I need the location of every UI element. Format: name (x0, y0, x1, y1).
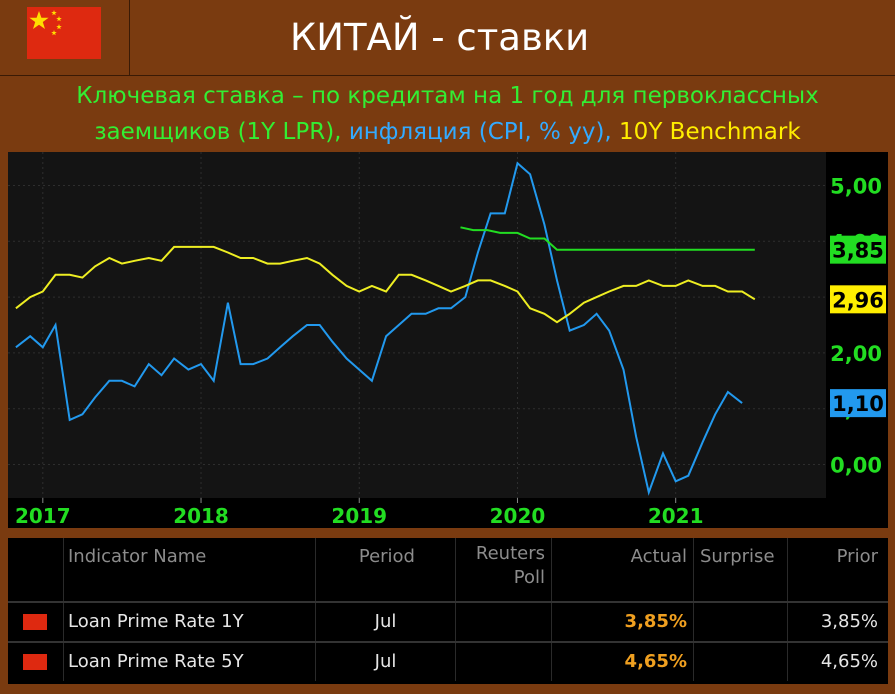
end-label-text: 3,85 (832, 239, 884, 263)
series-line-bond (15, 245, 756, 324)
header-indicator[interactable]: Indicator Name (64, 538, 316, 601)
header-actual[interactable]: Actual (552, 538, 694, 601)
indicator-table: Indicator Name Period Reuters Poll Actua… (8, 538, 888, 684)
header-poll[interactable]: Reuters Poll (456, 538, 552, 601)
row-poll (456, 643, 552, 681)
series-line-cpi (15, 161, 743, 496)
table-row[interactable]: Loan Prime Rate 5Y Jul 4,65% 4,65% (8, 641, 888, 681)
row-flag-cell (8, 603, 64, 641)
subtitle-lpr-line2: заемщиков (1Y LPR), (94, 119, 349, 145)
x-tick-label: 2018 (173, 504, 229, 528)
china-flag-icon (27, 7, 101, 59)
header-prior[interactable]: Prior (836, 546, 878, 567)
header-bar: КИТАЙ - ставки (0, 0, 895, 76)
row-actual: 4,65% (552, 643, 694, 681)
subtitle-cpi: инфляция (CPI, % yy), (348, 119, 620, 145)
subtitle-bond: 10Y Benchmark (619, 119, 801, 145)
row-actual: 3,85% (552, 603, 694, 641)
header-surprise[interactable]: Surprise (694, 538, 788, 601)
header-poll-line1: Reuters (475, 543, 545, 564)
table-row[interactable]: Loan Prime Rate 1Y Jul 3,85% 3,85% (8, 601, 888, 641)
end-label-text: 1,10 (832, 392, 884, 416)
row-prior: 4,65% (820, 651, 878, 672)
y-tick-label: 0,00 (830, 454, 882, 478)
y-tick-label: 5,00 (830, 174, 882, 198)
series-line-lpr (460, 226, 755, 251)
end-label-box (830, 285, 886, 314)
row-surprise (694, 643, 788, 681)
x-tick-label: 2017 (15, 504, 71, 528)
row-flag-cell (8, 643, 64, 681)
row-indicator-name: Loan Prime Rate 5Y (64, 643, 316, 681)
end-label-text: 2,96 (832, 288, 884, 312)
y-tick-label: 2,00 (830, 342, 882, 366)
row-prior: 3,85% (820, 611, 878, 632)
chart-svg: 5,004,003,002,001,000,00 201720182019202… (8, 152, 888, 528)
row-indicator-name: Loan Prime Rate 1Y (64, 603, 316, 641)
header-period[interactable]: Period (316, 538, 456, 601)
page-title: КИТАЙ - ставки (290, 16, 590, 59)
chart: 5,004,003,002,001,000,00 201720182019202… (8, 152, 888, 528)
flag-box (0, 0, 130, 76)
x-tick-label: 2020 (490, 504, 546, 528)
x-axis-band (8, 498, 826, 528)
subtitle-lpr-line1: Ключевая ставка – по кредитам на 1 год д… (76, 83, 819, 109)
x-tick-label: 2019 (331, 504, 387, 528)
china-flag-icon (23, 614, 47, 630)
row-surprise (694, 603, 788, 641)
row-period: Jul (316, 603, 456, 641)
china-flag-icon (23, 654, 47, 670)
end-label-box (830, 389, 886, 418)
chart-subtitle: Ключевая ставка – по кредитам на 1 год д… (0, 78, 895, 152)
row-poll (456, 603, 552, 641)
header-flag-col (8, 538, 64, 601)
end-label-box (830, 235, 886, 264)
header-poll-line2: Poll (513, 567, 545, 588)
row-period: Jul (316, 643, 456, 681)
x-tick-label: 2021 (648, 504, 704, 528)
